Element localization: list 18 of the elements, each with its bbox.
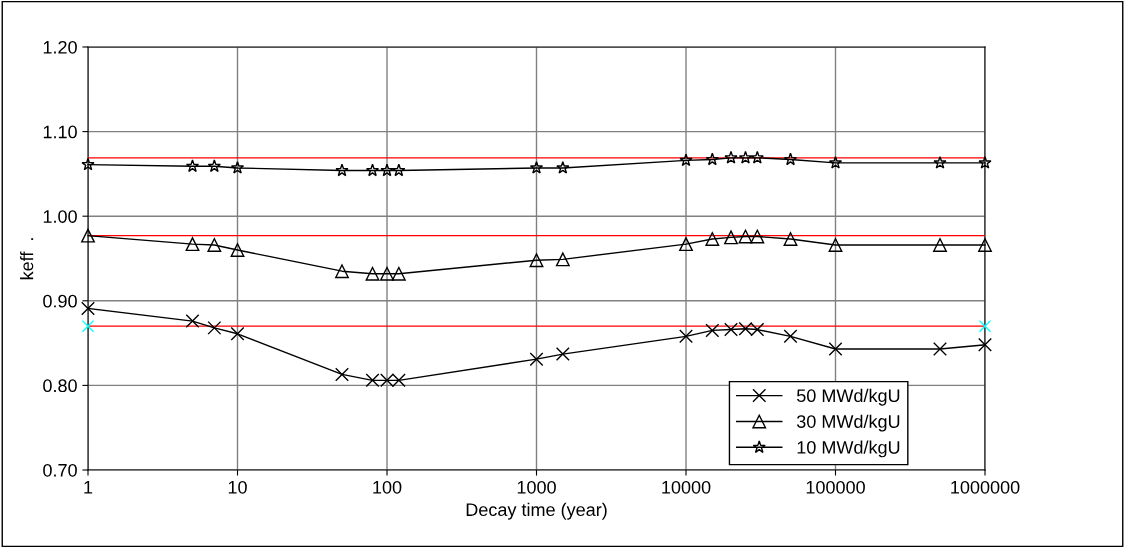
legend-label: 30 MWd/kgU — [796, 414, 900, 432]
y-tick-label: 0.90 — [43, 294, 77, 308]
x-tick-label: 1000 — [517, 480, 556, 494]
x-tick-label: 1000000 — [951, 480, 1020, 494]
y-tick-label: 1.20 — [43, 40, 77, 54]
y-tick-label: 1.00 — [43, 210, 77, 223]
x-tick-label: 10000 — [662, 480, 711, 494]
y-axis-title: keff . — [20, 238, 34, 280]
y-tick-label: 1.10 — [43, 125, 77, 139]
x-tick-label: 10 — [228, 480, 247, 494]
x-tick-label: 1 — [84, 481, 93, 494]
y-tick-label: 0.70 — [43, 463, 77, 477]
y-tick-label: 0.80 — [43, 379, 77, 393]
x-tick-label: 100 — [373, 480, 402, 494]
x-axis-title: Decay time (year) — [466, 502, 607, 520]
legend-label: 10 MWd/kgU — [797, 440, 900, 458]
legend-label: 50 MWd/kgU — [796, 388, 900, 406]
x-tick-label: 100000 — [806, 480, 865, 494]
